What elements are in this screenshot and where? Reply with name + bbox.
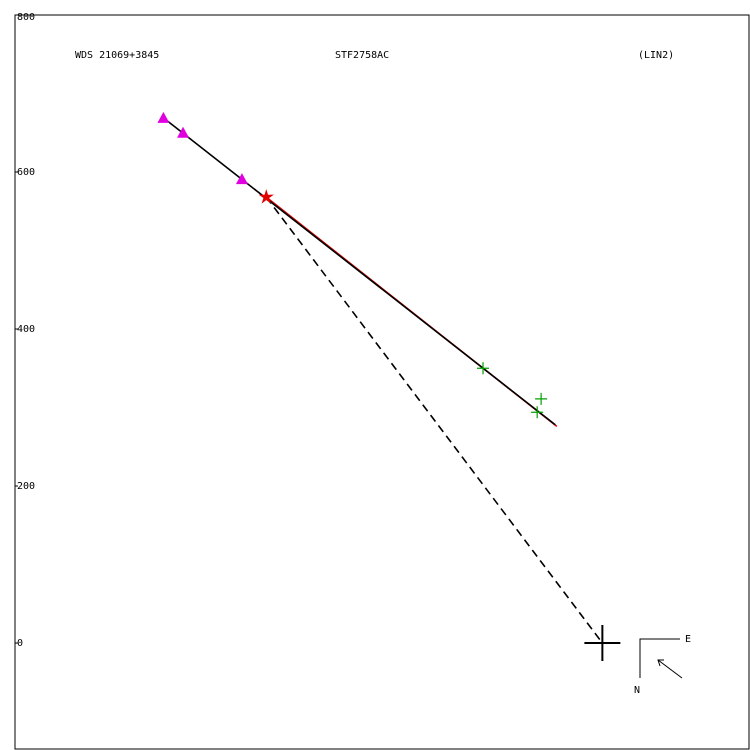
plot-frame bbox=[14, 14, 750, 750]
orbit-ref: (LIN2) bbox=[638, 50, 674, 61]
dashed-line bbox=[265, 196, 604, 644]
compass-arrow bbox=[657, 659, 683, 679]
primary-cross bbox=[584, 625, 621, 662]
plus-point bbox=[531, 406, 544, 419]
compass-east: E bbox=[685, 634, 691, 645]
compass: E N bbox=[634, 634, 691, 696]
triangle-point bbox=[235, 173, 248, 185]
star-point bbox=[258, 189, 274, 204]
plus-point bbox=[477, 362, 490, 375]
y-tick-label: 400 bbox=[17, 324, 35, 335]
triangle-point bbox=[157, 111, 170, 123]
y-tick-label: 0 bbox=[17, 638, 23, 649]
triangle-point bbox=[177, 126, 190, 138]
star-id: WDS 21069+3845 bbox=[75, 50, 159, 61]
plus-point bbox=[535, 392, 548, 405]
y-tick-label: 800 bbox=[17, 12, 35, 23]
y-tick-label: 200 bbox=[17, 481, 35, 492]
fit-line bbox=[162, 117, 556, 426]
pair-name: STF2758AC bbox=[335, 50, 389, 61]
compass-axes bbox=[639, 638, 680, 678]
compass-arrowhead bbox=[657, 659, 664, 667]
y-tick-label: 600 bbox=[17, 167, 35, 178]
compass-north: N bbox=[634, 685, 640, 696]
